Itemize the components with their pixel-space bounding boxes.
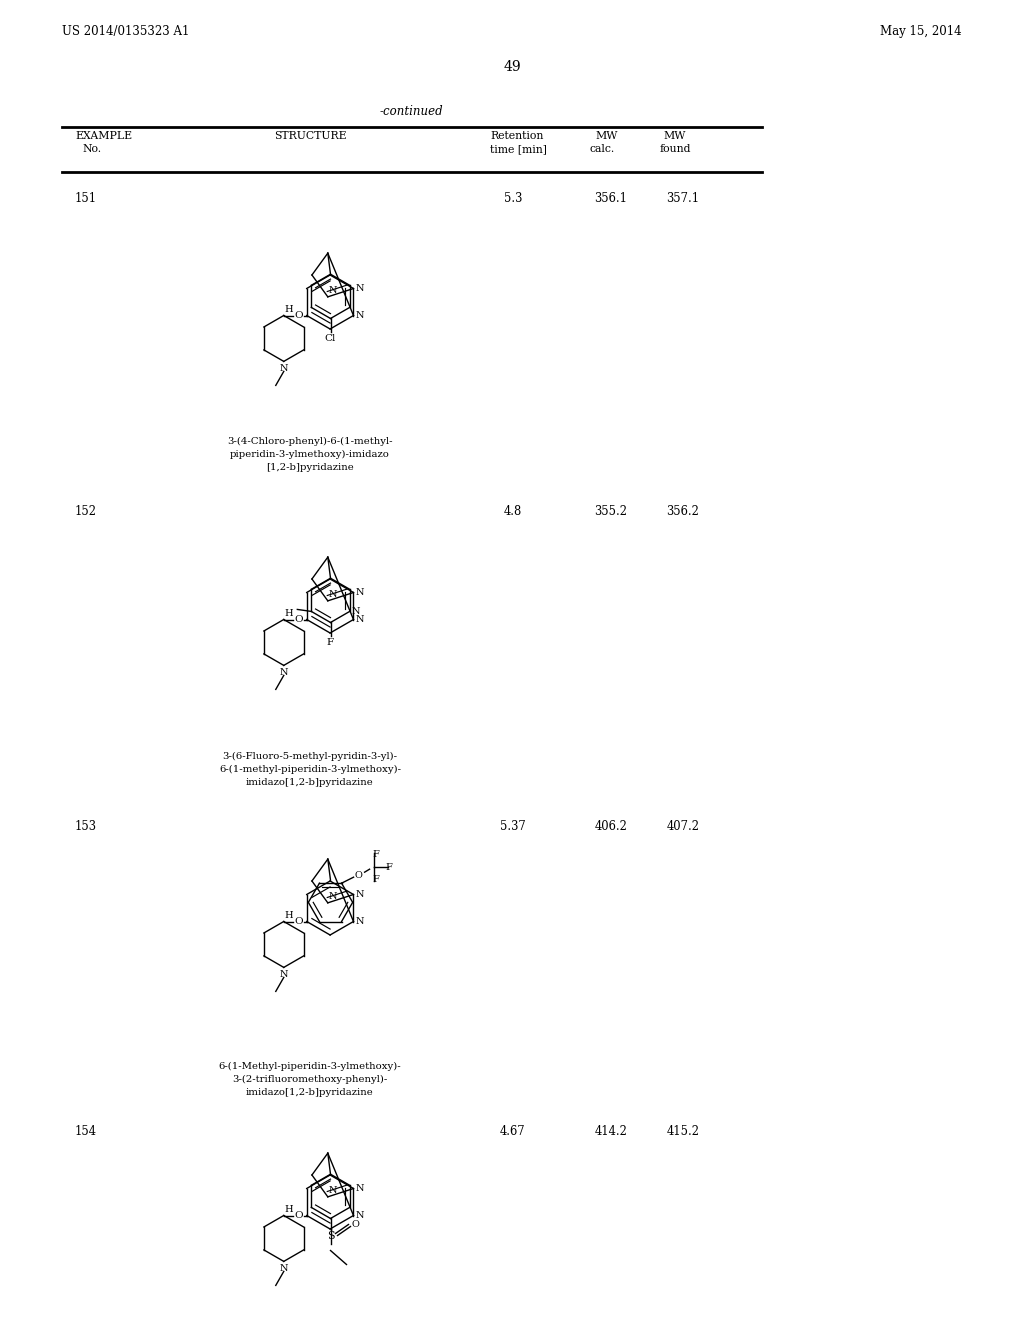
Text: N: N (355, 1210, 364, 1220)
Text: 406.2: 406.2 (595, 820, 628, 833)
Text: 3-(6-Fluoro-5-methyl-pyridin-3-yl)-: 3-(6-Fluoro-5-methyl-pyridin-3-yl)- (222, 752, 397, 762)
Text: 4.8: 4.8 (504, 506, 522, 517)
Text: N: N (280, 668, 288, 677)
Text: May 15, 2014: May 15, 2014 (881, 25, 962, 38)
Text: N: N (329, 1185, 337, 1195)
Text: F: F (372, 850, 379, 859)
Text: 153: 153 (75, 820, 97, 833)
Text: S: S (327, 1232, 334, 1242)
Text: 414.2: 414.2 (595, 1125, 628, 1138)
Text: MW: MW (663, 131, 685, 141)
Text: 4.67: 4.67 (500, 1125, 525, 1138)
Text: No.: No. (82, 144, 101, 154)
Text: calc.: calc. (590, 144, 615, 154)
Text: O: O (294, 917, 303, 927)
Text: 415.2: 415.2 (667, 1125, 699, 1138)
Text: imidazo[1,2-b]pyridazine: imidazo[1,2-b]pyridazine (246, 1088, 374, 1097)
Text: N: N (280, 364, 288, 374)
Text: Retention: Retention (490, 131, 544, 141)
Text: 6-(1-Methyl-piperidin-3-ylmethoxy)-: 6-(1-Methyl-piperidin-3-ylmethoxy)- (219, 1063, 401, 1071)
Text: N: N (355, 587, 364, 597)
Text: O: O (351, 1220, 359, 1229)
Text: N: N (355, 284, 364, 293)
Text: 154: 154 (75, 1125, 97, 1138)
Text: N: N (355, 615, 364, 624)
Text: 49: 49 (503, 59, 521, 74)
Text: N: N (355, 890, 364, 899)
Text: 152: 152 (75, 506, 97, 517)
Text: 357.1: 357.1 (667, 191, 699, 205)
Text: N: N (355, 917, 364, 927)
Text: F: F (386, 863, 392, 871)
Text: 3-(2-trifluoromethoxy-phenyl)-: 3-(2-trifluoromethoxy-phenyl)- (232, 1074, 388, 1084)
Text: O: O (294, 312, 303, 319)
Text: Cl: Cl (325, 334, 336, 343)
Text: 151: 151 (75, 191, 97, 205)
Text: 407.2: 407.2 (667, 820, 699, 833)
Text: H: H (285, 911, 294, 920)
Text: 3-(4-Chloro-phenyl)-6-(1-methyl-: 3-(4-Chloro-phenyl)-6-(1-methyl- (227, 437, 393, 446)
Text: H: H (285, 609, 294, 618)
Text: time [min]: time [min] (490, 144, 547, 154)
Text: F: F (372, 875, 379, 884)
Text: N: N (355, 312, 364, 319)
Text: 356.1: 356.1 (595, 191, 628, 205)
Text: US 2014/0135323 A1: US 2014/0135323 A1 (62, 25, 189, 38)
Text: found: found (660, 144, 691, 154)
Text: STRUCTURE: STRUCTURE (273, 131, 346, 141)
Text: 6-(1-methyl-piperidin-3-ylmethoxy)-: 6-(1-methyl-piperidin-3-ylmethoxy)- (219, 766, 401, 774)
Text: H: H (285, 1204, 294, 1213)
Text: -continued: -continued (380, 106, 443, 117)
Text: EXAMPLE: EXAMPLE (75, 131, 132, 141)
Text: 5.37: 5.37 (500, 820, 526, 833)
Text: MW: MW (595, 131, 617, 141)
Text: 356.2: 356.2 (667, 506, 699, 517)
Text: O: O (294, 615, 303, 624)
Text: O: O (294, 1210, 303, 1220)
Text: N: N (329, 286, 337, 294)
Text: 355.2: 355.2 (595, 506, 628, 517)
Text: N: N (329, 590, 337, 599)
Text: F: F (327, 639, 334, 648)
Text: N: N (280, 1265, 288, 1274)
Text: N: N (351, 607, 360, 616)
Text: H: H (285, 305, 294, 314)
Text: O: O (354, 871, 362, 879)
Text: piperidin-3-ylmethoxy)-imidazo: piperidin-3-ylmethoxy)-imidazo (230, 450, 390, 459)
Text: imidazo[1,2-b]pyridazine: imidazo[1,2-b]pyridazine (246, 777, 374, 787)
Text: N: N (355, 1184, 364, 1193)
Text: 5.3: 5.3 (504, 191, 522, 205)
Text: N: N (329, 892, 337, 900)
Text: N: N (280, 970, 288, 979)
Text: [1,2-b]pyridazine: [1,2-b]pyridazine (266, 463, 354, 473)
